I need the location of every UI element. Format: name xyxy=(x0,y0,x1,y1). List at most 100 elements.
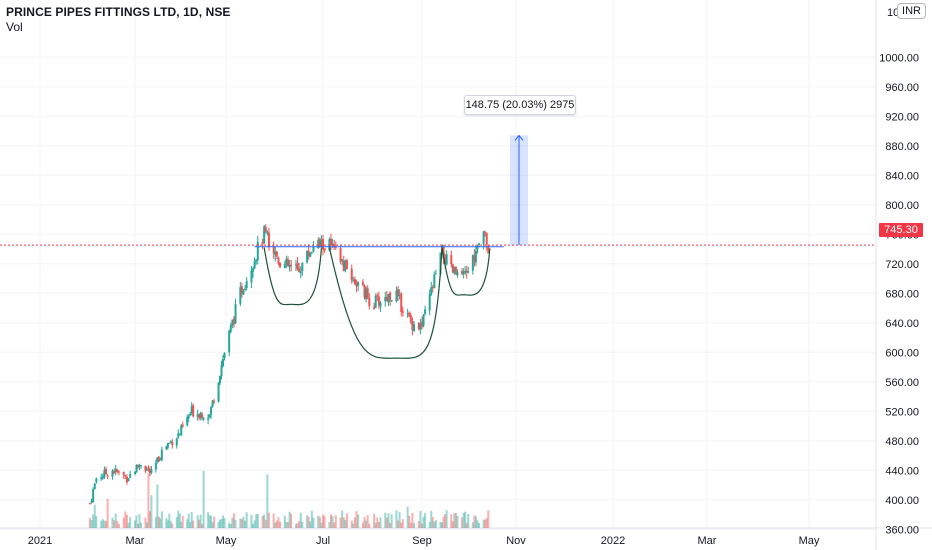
candle-body xyxy=(186,417,189,426)
volume-bar xyxy=(147,473,150,528)
candle-body xyxy=(445,254,448,265)
measure-arrow-head xyxy=(514,134,524,141)
volume-bar xyxy=(148,511,151,528)
candle-body xyxy=(245,281,248,289)
candle-body xyxy=(100,477,103,480)
currency-badge[interactable]: INR xyxy=(897,3,926,19)
candle-body xyxy=(299,271,302,274)
candle-body xyxy=(453,267,456,274)
candle-body xyxy=(222,358,225,367)
candle-body xyxy=(211,400,214,407)
last-price-tag: 745.30 xyxy=(879,223,923,237)
volume-bar xyxy=(105,520,108,528)
measure-tooltip: 148.75 (20.03%) 2975 xyxy=(464,95,576,115)
cup-curve xyxy=(263,247,323,306)
volume-bar xyxy=(180,521,183,528)
candle-body xyxy=(352,280,355,282)
volume-bar xyxy=(320,522,323,528)
volume-bar xyxy=(328,522,331,528)
volume-bar xyxy=(478,523,481,528)
time-axis-label: 2022 xyxy=(601,535,625,547)
volume-bar xyxy=(261,515,264,528)
candle-body xyxy=(240,286,243,295)
candle-body xyxy=(451,264,454,273)
candle-body xyxy=(157,456,160,462)
volume-bar xyxy=(296,523,299,528)
candle-body xyxy=(390,300,393,302)
volume-bar xyxy=(90,520,93,528)
volume-bar xyxy=(464,511,467,528)
candle-body xyxy=(105,469,108,475)
volume-bar xyxy=(213,516,216,528)
volume-bar xyxy=(272,513,275,528)
volume-bar xyxy=(309,521,312,528)
candle-body xyxy=(117,471,120,473)
candle-body xyxy=(261,242,264,245)
volume-bar xyxy=(366,514,369,528)
volume-bar xyxy=(385,517,388,528)
candle-body xyxy=(159,459,162,461)
candle-body xyxy=(333,244,336,247)
volume-bar xyxy=(442,516,445,528)
price-axis-label: 360.00 xyxy=(885,524,919,536)
candle-body xyxy=(428,294,431,311)
candle-body xyxy=(465,270,468,273)
volume-bar xyxy=(422,516,425,528)
volume-bar xyxy=(450,514,453,528)
volume-bar xyxy=(290,513,293,528)
candle-body xyxy=(264,226,267,232)
volume-bar xyxy=(298,521,301,528)
volume-bar xyxy=(217,521,220,528)
volume-bar xyxy=(150,495,153,528)
volume-bar xyxy=(145,522,148,528)
volume-bar xyxy=(229,523,232,528)
candle-body xyxy=(373,306,376,309)
volume-bar xyxy=(353,517,356,528)
volume-bar xyxy=(154,516,157,528)
candle-body xyxy=(148,469,151,474)
price-axis-label: 520.00 xyxy=(885,406,919,418)
candle-body xyxy=(198,414,201,418)
candle-body xyxy=(454,266,457,274)
time-axis-label: Mar xyxy=(126,535,145,547)
volume-bar xyxy=(117,523,120,528)
candle-body xyxy=(267,232,270,248)
volume-bar xyxy=(202,470,205,528)
volume-bar xyxy=(401,519,404,528)
volume-bar xyxy=(283,515,286,528)
time-axis-label: Sep xyxy=(412,535,432,547)
candle-body xyxy=(252,268,255,272)
volume-bar xyxy=(413,523,416,528)
volume-bar xyxy=(444,514,447,528)
volume-bar xyxy=(384,512,387,528)
volume-bar xyxy=(417,521,420,528)
volume-bar xyxy=(220,518,223,528)
candle-body xyxy=(421,322,423,327)
candle-body xyxy=(395,290,398,302)
candle-body xyxy=(317,239,320,249)
candle-body xyxy=(275,251,278,257)
candle-body xyxy=(263,226,266,243)
volume-bar xyxy=(484,519,487,528)
candle-body xyxy=(213,400,216,402)
candle-body xyxy=(266,232,269,234)
price-axis-label: 480.00 xyxy=(885,436,919,448)
candle-body xyxy=(341,259,344,261)
price-axis-label: 800.00 xyxy=(885,200,919,212)
volume-bar xyxy=(331,516,334,528)
candle-body xyxy=(190,406,193,413)
volume-bar xyxy=(103,520,106,528)
candle-body xyxy=(485,233,488,245)
volume-bar xyxy=(274,522,277,528)
volume-bar xyxy=(329,514,332,528)
symbol-title: PRINCE PIPES FITTINGS LTD, 1D, NSE xyxy=(6,5,231,19)
volume-bar xyxy=(198,519,201,528)
candle-body xyxy=(138,464,141,467)
candle-body xyxy=(250,270,253,283)
candle-body xyxy=(93,483,96,490)
candle-body xyxy=(192,405,195,417)
volume-bar xyxy=(187,513,190,528)
volume-bar xyxy=(122,517,125,528)
candle-body xyxy=(232,318,235,324)
